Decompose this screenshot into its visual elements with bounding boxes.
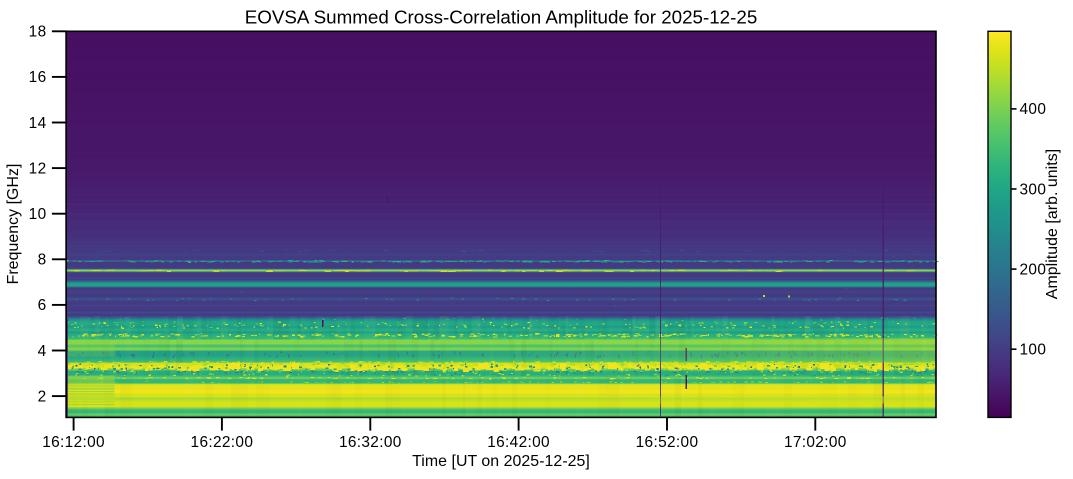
svg-text:14: 14	[29, 115, 47, 132]
svg-text:8: 8	[38, 252, 47, 269]
svg-text:16: 16	[29, 69, 47, 86]
svg-text:2: 2	[38, 388, 47, 405]
svg-text:16:22:00: 16:22:00	[191, 434, 254, 451]
svg-text:EOVSA Summed Cross-Correlation: EOVSA Summed Cross-Correlation Amplitude…	[245, 7, 758, 28]
svg-text:10: 10	[29, 206, 47, 223]
svg-text:100: 100	[1020, 342, 1047, 359]
svg-text:6: 6	[38, 297, 47, 314]
svg-text:17:02:00: 17:02:00	[784, 434, 847, 451]
svg-text:16:12:00: 16:12:00	[42, 434, 105, 451]
svg-text:16:42:00: 16:42:00	[487, 434, 550, 451]
svg-text:300: 300	[1020, 181, 1047, 198]
svg-text:16:32:00: 16:32:00	[339, 434, 402, 451]
svg-text:200: 200	[1020, 261, 1047, 278]
svg-text:18: 18	[29, 24, 47, 41]
svg-text:Amplitude [arb. units]: Amplitude [arb. units]	[1044, 149, 1061, 299]
svg-text:400: 400	[1020, 101, 1047, 118]
svg-text:12: 12	[29, 160, 47, 177]
svg-text:Time [UT on 2025-12-25]: Time [UT on 2025-12-25]	[412, 453, 590, 470]
svg-text:16:52:00: 16:52:00	[636, 434, 699, 451]
svg-text:Frequency [GHz]: Frequency [GHz]	[5, 164, 22, 285]
svg-text:4: 4	[38, 343, 47, 360]
